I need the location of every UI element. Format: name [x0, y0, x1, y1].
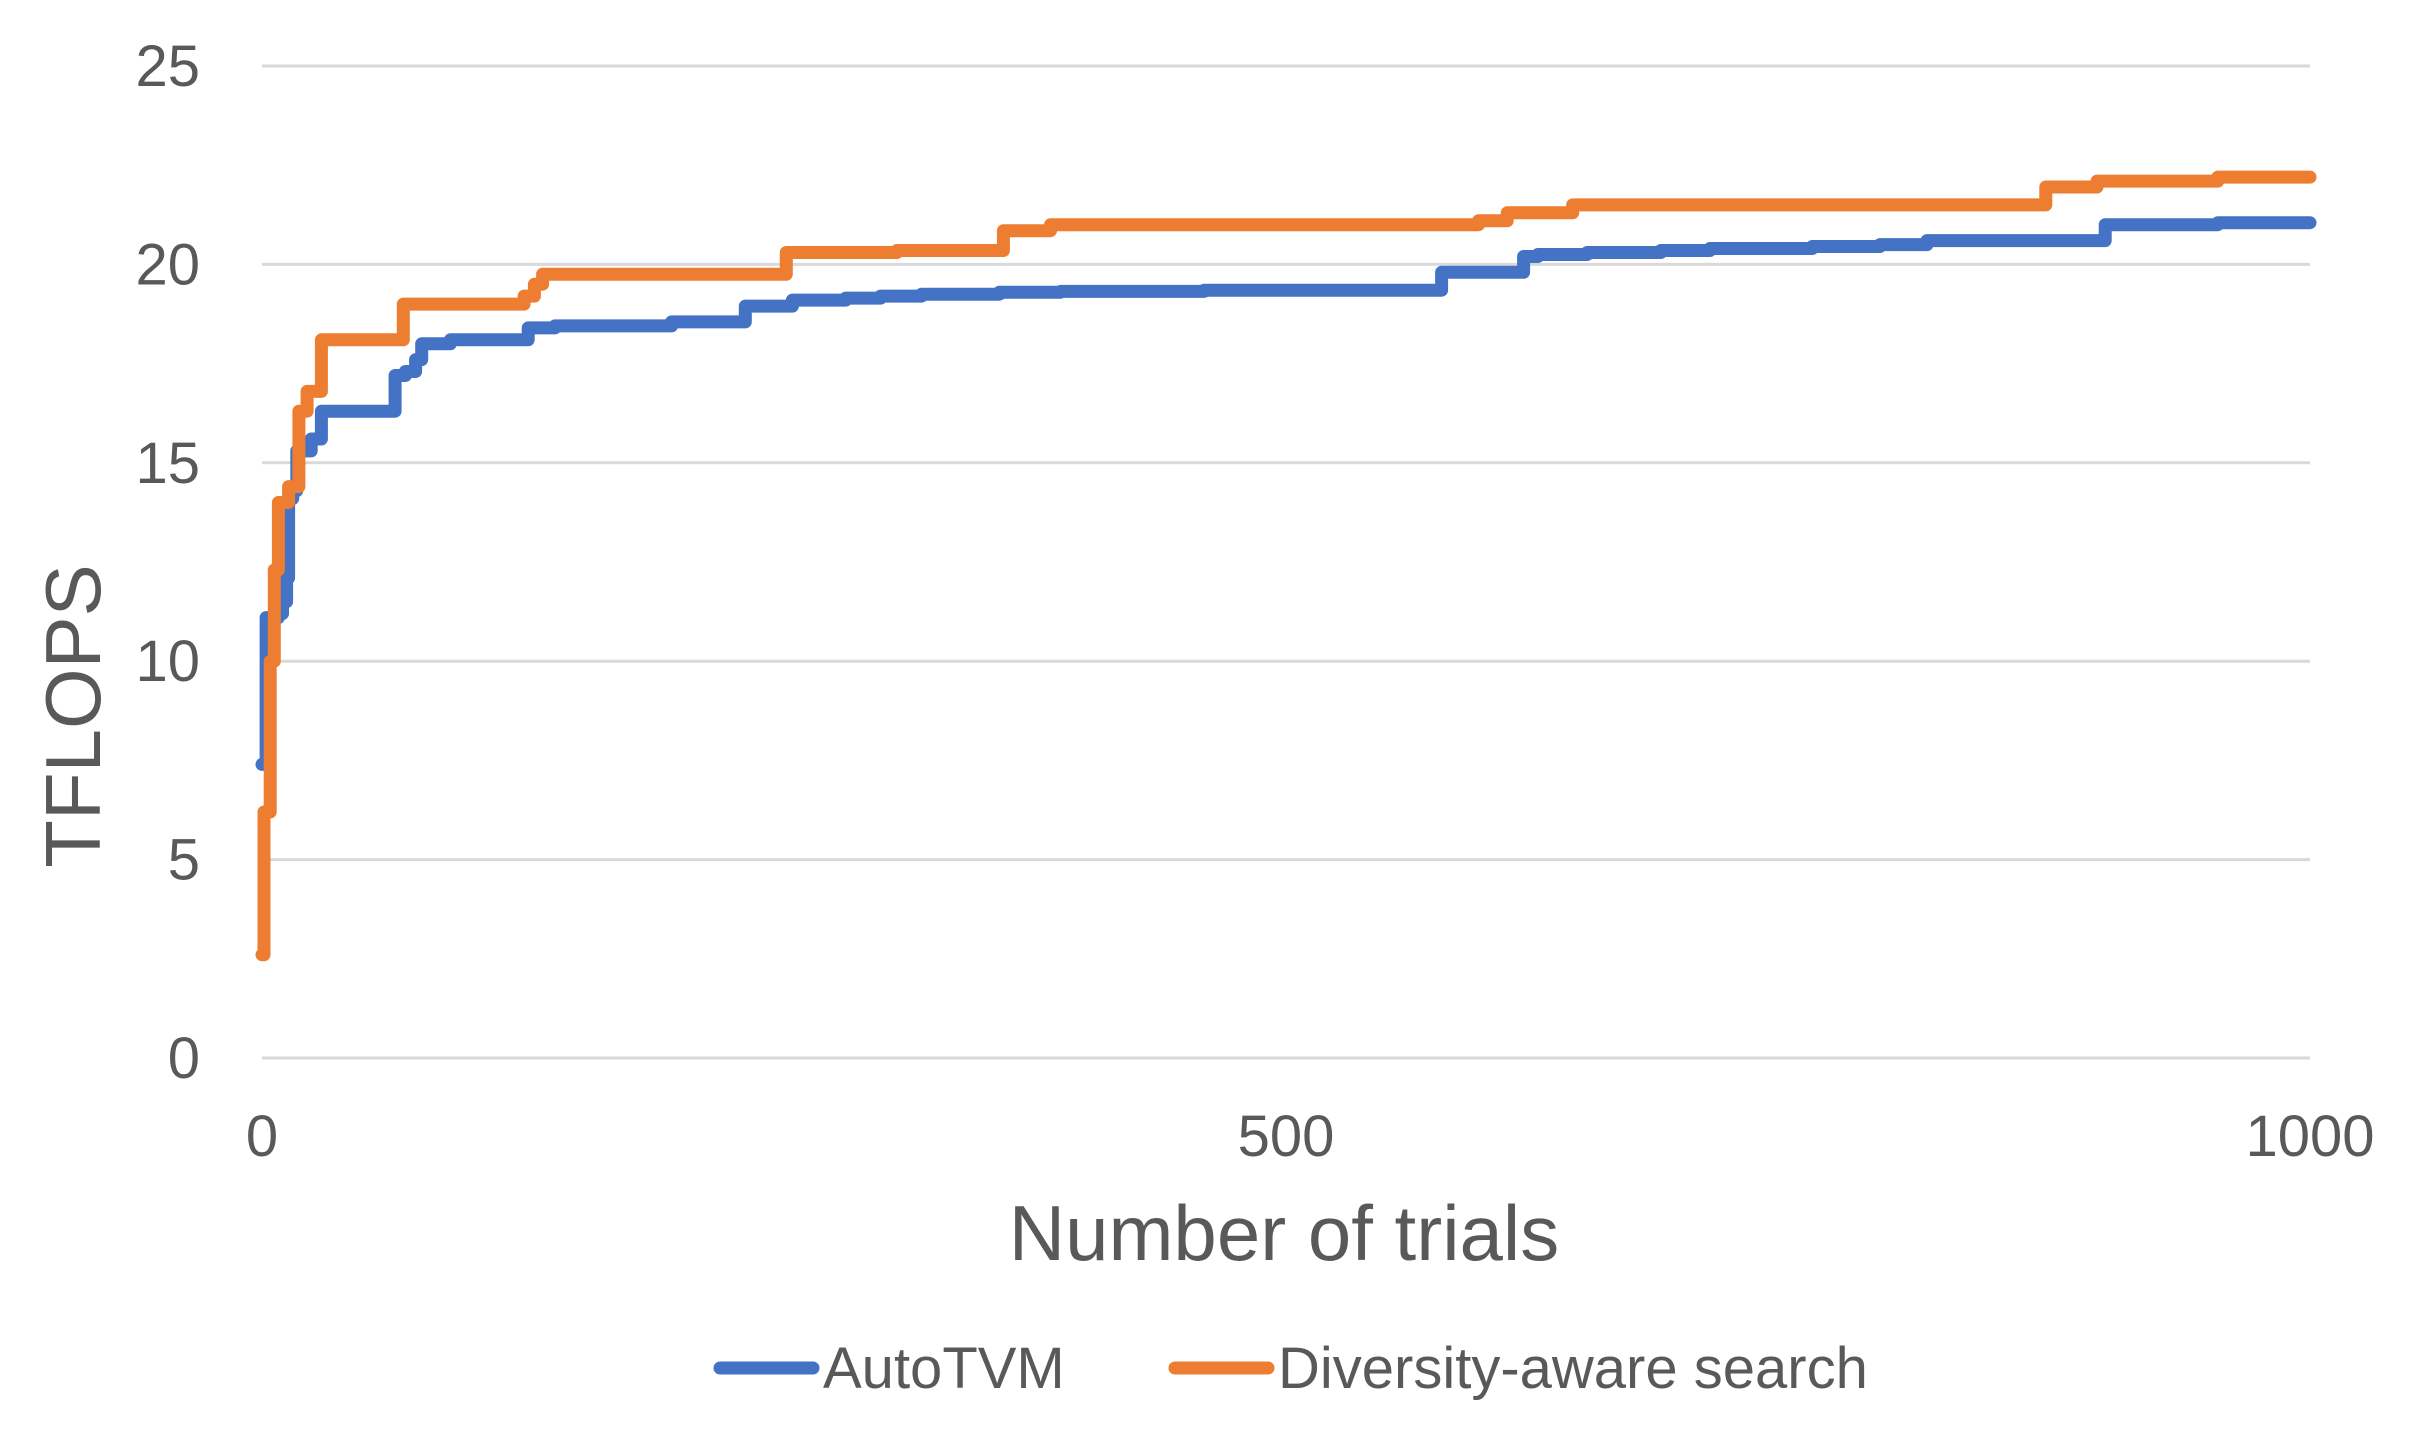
y-axis-tick-labels: 0 5 10 15 20 25	[135, 34, 200, 1091]
y-tick-label-20: 20	[135, 232, 200, 297]
series-line-diversity-aware-search	[255, 170, 2317, 962]
legend-label-diversity-aware-search: Diversity-aware search	[1278, 1336, 1868, 1401]
gridlines	[262, 64, 2310, 1060]
x-axis-title: Number of trials	[1009, 1189, 1560, 1277]
y-tick-label-5: 5	[168, 828, 200, 893]
x-axis-tick-labels: 0 500 1000	[246, 1104, 2375, 1169]
legend-label-autotvm: AutoTVM	[823, 1336, 1065, 1401]
series-line-autotvm	[255, 216, 2317, 771]
y-axis-title: TFLOPS	[29, 564, 117, 867]
legend: AutoTVM Diversity-aware search	[713, 1336, 1868, 1401]
x-tick-label-500: 500	[1238, 1104, 1335, 1169]
y-tick-label-15: 15	[135, 431, 200, 496]
y-tick-label-25: 25	[135, 34, 200, 99]
series-lines	[255, 170, 2317, 962]
y-tick-label-10: 10	[135, 629, 200, 694]
y-tick-label-0: 0	[168, 1026, 200, 1091]
x-tick-label-1000: 1000	[2245, 1104, 2374, 1169]
x-tick-label-0: 0	[246, 1104, 278, 1169]
